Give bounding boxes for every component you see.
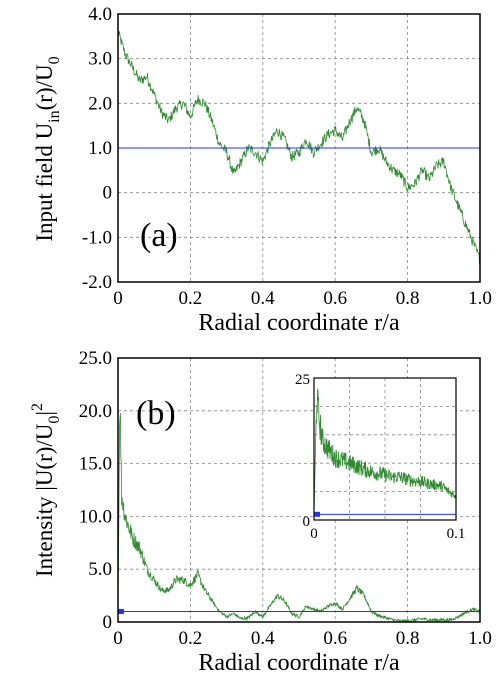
inset-tick-labels: 0 0.1 0 25 <box>295 372 465 542</box>
x-tick-label: 0 <box>113 288 123 309</box>
x-tick-label: 0.6 <box>323 628 347 649</box>
x-tick-label: 0.8 <box>396 288 420 309</box>
panel-a: 0 0.2 0.4 0.6 0.8 1.0 -2.0 -1.0 0 1.0 2.0 3.0 4.0 (a… <box>32 4 492 336</box>
x-tick-label: 1.0 <box>468 288 492 309</box>
panel-b-inset: 0 0.1 0 25 <box>295 372 465 542</box>
panel-b-tick-labels: 0 0.2 0.4 0.6 0.8 1.0 0 5.0 10.0 15.0 20.0 25.0 <box>79 348 492 649</box>
x-tick-label: 0.6 <box>323 288 347 309</box>
y-tick-label: 1.0 <box>88 138 112 159</box>
series-0-line <box>313 388 457 515</box>
series-0-line <box>117 413 481 624</box>
inset-series <box>313 388 457 517</box>
y-tick-label: 15.0 <box>79 454 112 475</box>
panel-b: 0 0.2 0.4 0.6 0.8 1.0 0 5.0 10.0 15.0 20.0 25.0 (b)… <box>29 348 492 676</box>
y-tick-label: -2.0 <box>82 272 112 293</box>
panel-a-ylabel: Input field Uin(r)/U0 <box>32 56 63 241</box>
series-0-line <box>117 30 481 266</box>
panel-b-ylabel: Intensity |U(r)/U0|2 <box>29 403 63 577</box>
y-tick-label: 3.0 <box>88 49 112 70</box>
y-tick-label: 2.0 <box>88 93 112 114</box>
y-tick-label: 0 <box>103 612 113 633</box>
y-tick-label: 25 <box>295 372 310 388</box>
x-tick-label: 0.4 <box>251 628 275 649</box>
panel-b-label: (b) <box>136 395 176 432</box>
x-tick-label: 0.2 <box>179 628 203 649</box>
y-tick-label: 0 <box>303 514 311 530</box>
y-tick-label: 25.0 <box>79 348 112 369</box>
x-tick-label: 0 <box>310 526 318 542</box>
panel-b-xlabel: Radial coordinate r/a <box>198 650 400 676</box>
x-tick-label: 0.8 <box>396 628 420 649</box>
x-tick-label: 0.2 <box>179 288 203 309</box>
panel-a-tick-labels: 0 0.2 0.4 0.6 0.8 1.0 -2.0 -1.0 0 1.0 2.0 3.0 4.0 <box>82 4 492 309</box>
panel-b-frame <box>117 357 481 623</box>
panel-a-label: (a) <box>140 217 178 254</box>
inset-background <box>314 378 456 520</box>
x-tick-label: 1.0 <box>468 628 492 649</box>
y-tick-label: 10.0 <box>79 506 112 527</box>
panel-a-series <box>117 30 481 266</box>
y-tick-label: -1.0 <box>82 227 112 248</box>
x-tick-label: 0 <box>113 628 123 649</box>
y-tick-label: 0 <box>103 183 113 204</box>
panel-a-xlabel: Radial coordinate r/a <box>198 310 400 336</box>
y-tick-label: 5.0 <box>88 559 112 580</box>
inset-frame <box>313 377 457 521</box>
panel-a-frame <box>117 13 481 283</box>
panel-b-series <box>117 413 481 624</box>
x-tick-label: 0.4 <box>251 288 275 309</box>
x-tick-label: 0.1 <box>447 526 466 542</box>
y-tick-label: 20.0 <box>79 401 112 422</box>
y-tick-label: 4.0 <box>88 4 112 25</box>
